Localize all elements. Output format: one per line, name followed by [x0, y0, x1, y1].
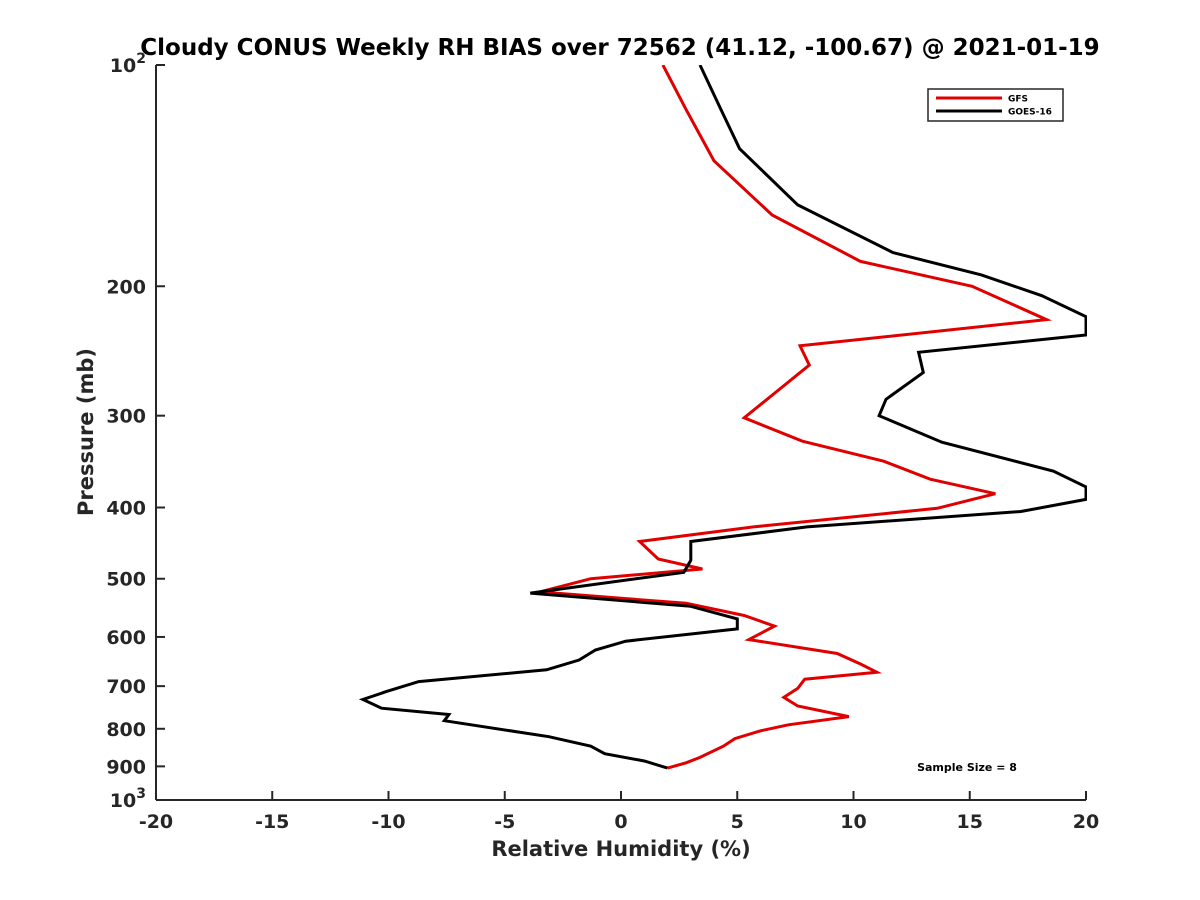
legend-label: GOES-16 — [1008, 108, 1052, 118]
y-tick-label: 700 — [106, 676, 146, 698]
y-ticks: 102 200 300 400 500 600 700 800 900 103 — [106, 51, 165, 812]
x-tick-label: -5 — [494, 811, 515, 833]
sample-size-annotation: Sample Size = 8 — [917, 761, 1017, 774]
y-tick-label: 900 — [106, 756, 146, 778]
x-tick-label: 5 — [731, 811, 744, 833]
y-axis-label: Pressure (mb) — [74, 348, 98, 516]
x-tick-label: -20 — [139, 811, 173, 833]
series-layer — [358, 65, 1087, 770]
chart-title: Cloudy CONUS Weekly RH BIAS over 72562 (… — [140, 35, 1099, 61]
x-ticks: -20 -15 -10 -5 0 5 10 15 20 — [139, 791, 1099, 833]
x-tick-label: 10 — [840, 811, 866, 833]
y-tick-label: 500 — [106, 569, 146, 591]
y-tick-label: 103 — [110, 786, 146, 812]
y-tick-label: 800 — [106, 719, 146, 741]
y-tick-label: 102 — [110, 51, 146, 77]
series-line-goes-16 — [358, 65, 1087, 770]
y-tick-label: 600 — [106, 627, 146, 649]
axes-layer — [155, 65, 1086, 801]
legend-label: GFS — [1008, 95, 1028, 105]
x-tick-label: 0 — [614, 811, 627, 833]
x-tick-label: -10 — [371, 811, 405, 833]
x-axis-label: Relative Humidity (%) — [491, 837, 750, 861]
legend-box — [927, 88, 1064, 122]
legend: GFS GOES-16 — [927, 88, 1064, 122]
y-tick-label: 300 — [106, 406, 146, 428]
x-tick-label: 20 — [1073, 811, 1099, 833]
y-tick-label: 400 — [106, 498, 146, 520]
x-tick-label: 15 — [957, 811, 983, 833]
y-tick-label: 200 — [106, 276, 146, 298]
x-tick-label: -15 — [255, 811, 289, 833]
series-line-gfs — [539, 65, 1053, 770]
